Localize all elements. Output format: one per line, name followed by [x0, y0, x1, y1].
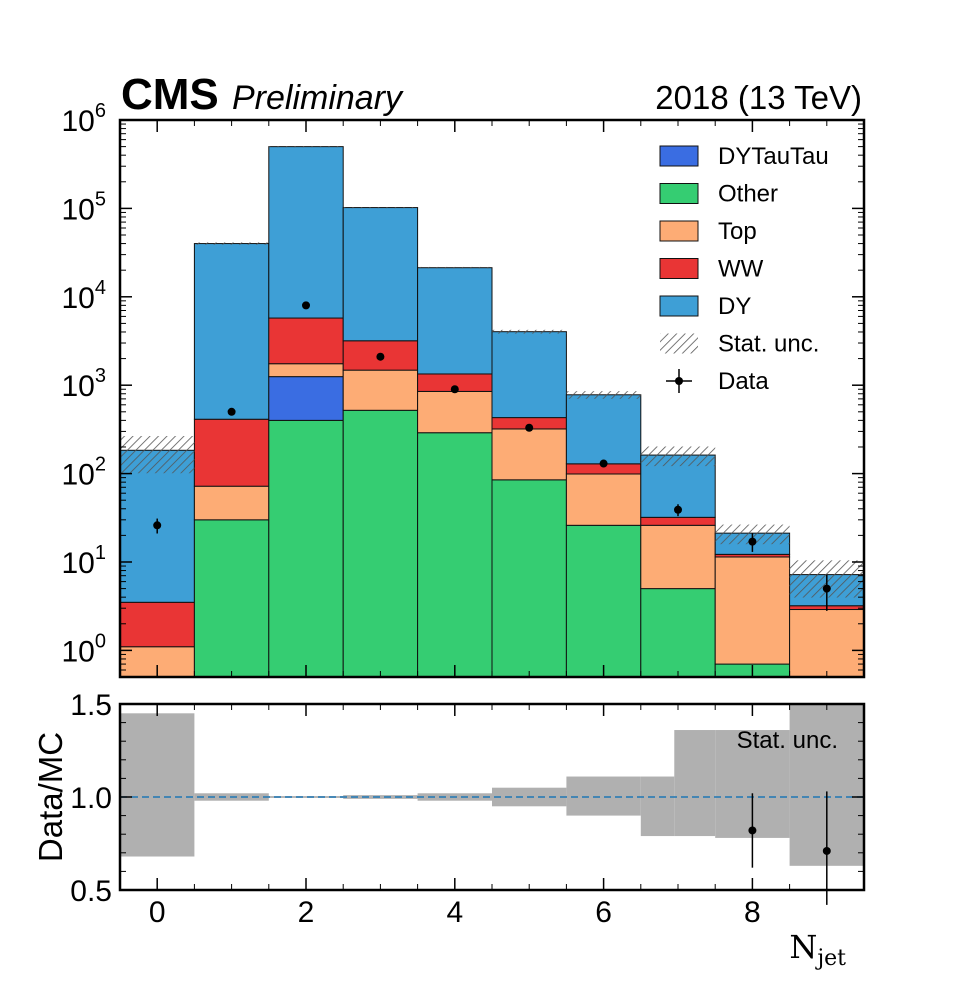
bar-top-bin9 — [789, 609, 864, 677]
bar-top-bin3 — [342, 369, 419, 411]
data-point-bin0 — [153, 521, 162, 530]
bar-other-bin1 — [193, 519, 270, 677]
x-tick-label: 6 — [595, 896, 612, 929]
bar-ww-bin0 — [120, 601, 195, 648]
ratio-point — [748, 826, 757, 835]
ratio-band-bin0 — [120, 713, 195, 857]
legend-swatch-dytautau — [659, 145, 699, 167]
legend-swatch-stat-unc — [660, 333, 698, 354]
bar-dy-bin6 — [565, 394, 642, 465]
stat-unc-bin0 — [120, 436, 195, 474]
y-tick-label: 103 — [62, 365, 107, 403]
legend-label-ww: WW — [718, 256, 764, 283]
bar-top-bin5 — [491, 428, 567, 481]
y-tick-label: 104 — [62, 277, 107, 315]
bar-top-bin7 — [640, 524, 716, 590]
x-tick-label: 8 — [744, 896, 761, 929]
legend: DYTauTau Other Top WW DY Stat. unc. Data — [659, 143, 829, 395]
legend-label-dy: DY — [718, 293, 751, 320]
stat-unc-bin4 — [417, 266, 492, 269]
legend-data-marker — [675, 377, 683, 385]
x-axis-label: Njet — [789, 928, 846, 971]
bar-dytautau-bin2 — [268, 376, 344, 421]
y-tick-label: 102 — [62, 454, 107, 492]
bar-dy-bin4 — [417, 267, 493, 375]
stacked-histogram — [120, 146, 864, 677]
ratio-band-bin3 — [343, 795, 418, 799]
bar-other-bin5 — [491, 479, 567, 677]
data-point-bin5 — [525, 423, 534, 432]
legend-swatch-dy — [659, 295, 699, 317]
lumi-label: 2018 (13 TeV) — [655, 79, 862, 116]
ratio-y-tick-label: 0.5 — [70, 875, 112, 908]
stat-unc-bin5 — [492, 329, 567, 334]
bar-other-bin7 — [640, 588, 716, 677]
bar-other-bin3 — [342, 409, 419, 677]
y-tick-label: 101 — [62, 542, 107, 580]
data-point-bin6 — [599, 459, 608, 468]
stat-unc-band — [120, 146, 864, 598]
ratio-y-axis-label: Data/MC — [32, 732, 69, 862]
ratio-y-tick-label: 1.0 — [70, 782, 112, 815]
stat-unc-bin3 — [343, 207, 418, 209]
bar-ww-bin7 — [640, 516, 716, 526]
ratio-point — [822, 846, 831, 855]
ratio-band-bin7a — [640, 776, 675, 837]
ratio-panel-frame — [118, 702, 866, 892]
data-point-bin2 — [302, 301, 310, 310]
stat-unc-bin6 — [566, 391, 641, 399]
bar-other-bin6 — [565, 524, 642, 677]
ratio-y-tick-label: 1.5 — [70, 689, 112, 722]
data-point-bin3 — [376, 352, 385, 361]
bar-top-bin6 — [565, 473, 642, 526]
y-tick-label: 105 — [62, 188, 107, 226]
bar-dy-bin3 — [342, 207, 419, 342]
y-tick-label: 106 — [62, 100, 107, 138]
y-tick-label: 100 — [62, 630, 107, 668]
legend-swatch-top — [659, 220, 699, 242]
top-panel-frame — [118, 118, 866, 679]
bar-other-bin2 — [268, 419, 344, 677]
data-point-bin8 — [748, 537, 757, 546]
bar-ww-bin1 — [193, 418, 270, 487]
bar-top-bin8 — [714, 556, 791, 665]
x-tick-label: 0 — [149, 896, 166, 929]
data-point-bin1 — [227, 407, 236, 416]
stat-unc-bin2 — [268, 146, 344, 148]
ratio-band-bin6 — [566, 776, 641, 816]
legend-swatch-other — [659, 183, 699, 204]
data-points — [153, 301, 831, 611]
bar-dy-bin2 — [268, 146, 344, 319]
legend-label-stat-unc: Stat. unc. — [718, 331, 819, 358]
data-point-bin7 — [674, 505, 682, 514]
legend-label-other: Other — [718, 181, 778, 208]
ratio-band-label: Stat. unc. — [737, 727, 838, 754]
bar-top-bin4 — [417, 390, 493, 434]
data-point-bin9 — [822, 584, 831, 593]
x-tick-label: 2 — [298, 896, 315, 929]
stat-unc-bin1 — [194, 242, 269, 245]
bar-dy-bin5 — [491, 331, 567, 419]
legend-swatch-ww — [659, 258, 699, 279]
ratio-band-bin7b — [674, 730, 716, 837]
legend-label-data: Data — [718, 368, 769, 395]
bar-dy-bin1 — [193, 243, 270, 420]
bar-ww-bin2 — [268, 317, 344, 365]
legend-label-dytautau: DYTauTau — [718, 143, 829, 170]
experiment-label: CMS — [121, 70, 219, 119]
bar-top-bin1 — [193, 485, 270, 521]
legend-label-top: Top — [718, 218, 757, 245]
bar-other-bin4 — [417, 432, 493, 677]
stat-unc-bin7 — [640, 446, 716, 467]
x-tick-label: 4 — [446, 896, 463, 929]
bar-top-bin2 — [268, 363, 344, 378]
status-label: Preliminary — [232, 79, 404, 117]
data-point-bin4 — [450, 385, 459, 394]
ratio-band-bin2 — [268, 796, 344, 798]
